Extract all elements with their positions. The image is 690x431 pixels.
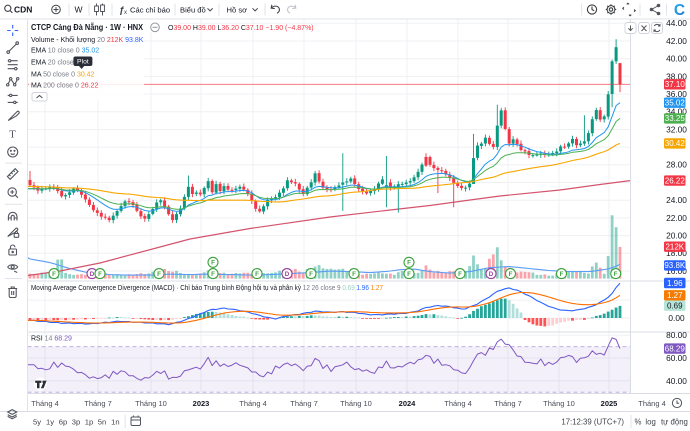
svg-text:Tháng 7: Tháng 7 — [290, 399, 318, 408]
svg-text:F: F — [560, 271, 564, 278]
svg-text:T: T — [9, 129, 16, 141]
svg-text:D: D — [90, 271, 95, 278]
svg-text:Tháng 4: Tháng 4 — [239, 399, 267, 408]
svg-text:O39.00 H39.00 L36.20 C37.10 −1: O39.00 H39.00 L36.20 C37.10 −1.90 (−4.87… — [168, 25, 314, 32]
svg-text:F: F — [458, 271, 462, 278]
svg-text:40.00: 40.00 — [666, 376, 687, 386]
svg-text:60.00: 60.00 — [666, 353, 687, 363]
svg-text:22.00: 22.00 — [666, 213, 687, 223]
svg-text:1y: 1y — [46, 418, 54, 427]
svg-text:2024: 2024 — [399, 399, 417, 408]
svg-text:F: F — [407, 271, 411, 278]
svg-text:0.69: 0.69 — [667, 302, 683, 311]
svg-text:MA 200 close 0 26.22: MA 200 close 0 26.22 — [31, 83, 98, 90]
svg-text:RSI 14 68.29: RSI 14 68.29 — [31, 336, 72, 343]
svg-text:28.00: 28.00 — [666, 160, 687, 170]
svg-text:3p: 3p — [72, 418, 80, 427]
svg-text:2025: 2025 — [601, 399, 618, 408]
svg-text:%: % — [635, 418, 642, 427]
svg-text:30.42: 30.42 — [665, 139, 686, 148]
svg-text:Biểu đồ: Biểu đồ — [180, 5, 206, 14]
svg-text:D: D — [285, 271, 290, 278]
svg-text:40.00: 40.00 — [666, 54, 687, 64]
svg-text:1p: 1p — [85, 418, 93, 427]
svg-text:MA 50 close 0 30.42: MA 50 close 0 30.42 — [31, 71, 95, 78]
svg-text:Plot: Plot — [77, 58, 89, 65]
svg-text:Tháng 7: Tháng 7 — [84, 399, 112, 408]
svg-text:80.00: 80.00 — [666, 330, 687, 340]
svg-text:Tháng 4: Tháng 4 — [444, 399, 472, 408]
svg-text:F: F — [211, 260, 215, 267]
svg-text:0.00: 0.00 — [668, 313, 685, 323]
svg-text:D: D — [489, 271, 494, 278]
svg-text:5y: 5y — [33, 418, 41, 427]
svg-text:42.00: 42.00 — [666, 36, 687, 46]
svg-text:Các chỉ báo: Các chỉ báo — [130, 5, 170, 14]
svg-text:Tháng 4: Tháng 4 — [31, 399, 59, 408]
svg-text:F: F — [352, 271, 356, 278]
svg-text:C: C — [674, 2, 685, 19]
svg-text:38.00: 38.00 — [666, 71, 687, 81]
svg-text:Tháng 10: Tháng 10 — [135, 399, 167, 408]
svg-text:Hồ sơ: Hồ sơ — [227, 5, 248, 14]
svg-text:Moving Average Convergence Div: Moving Average Convergence Divergence (M… — [31, 284, 383, 292]
svg-text:20.00: 20.00 — [666, 231, 687, 241]
svg-text:F: F — [255, 271, 259, 278]
svg-text:F: F — [52, 271, 56, 278]
svg-text:EMA 10 close 0 35.02: EMA 10 close 0 35.02 — [31, 48, 99, 55]
svg-text:35.02: 35.02 — [665, 99, 686, 108]
svg-text:16.00: 16.00 — [666, 266, 687, 276]
svg-text:93.8K: 93.8K — [664, 261, 686, 270]
svg-text:CTCP Cảng Đà Nẵng · 1W · HNX: CTCP Cảng Đà Nẵng · 1W · HNX — [31, 21, 143, 32]
svg-text:F: F — [309, 271, 313, 278]
svg-text:212K: 212K — [665, 243, 684, 252]
svg-text:18.00: 18.00 — [666, 248, 687, 258]
svg-text:44.00: 44.00 — [666, 18, 687, 28]
svg-text:ƒ: ƒ — [119, 5, 125, 16]
svg-text:37.10: 37.10 — [665, 80, 686, 89]
svg-text:34.00: 34.00 — [666, 107, 687, 117]
svg-text:F: F — [98, 271, 102, 278]
svg-text:Tháng 10: Tháng 10 — [543, 399, 575, 408]
svg-text:tự động: tự động — [661, 418, 688, 427]
svg-text:1n: 1n — [111, 418, 119, 427]
svg-text:5n: 5n — [98, 418, 106, 427]
svg-text:F: F — [614, 271, 618, 278]
svg-text:F: F — [211, 271, 215, 278]
svg-text:Tháng 10: Tháng 10 — [340, 399, 372, 408]
svg-text:F: F — [157, 271, 161, 278]
svg-text:17:12:39 (UTC+7): 17:12:39 (UTC+7) — [561, 418, 624, 427]
svg-text:W: W — [74, 5, 82, 15]
svg-text:1.27: 1.27 — [667, 291, 683, 300]
svg-text:6p: 6p — [59, 418, 67, 427]
svg-text:32.00: 32.00 — [666, 124, 687, 134]
svg-text:36.00: 36.00 — [666, 89, 687, 99]
svg-text:F: F — [509, 271, 513, 278]
svg-text:CDN: CDN — [14, 5, 32, 15]
svg-text:26.22: 26.22 — [665, 176, 686, 185]
svg-text:Tháng 7: Tháng 7 — [494, 399, 522, 408]
svg-text:Volume - Khối lượng 20 212K 93: Volume - Khối lượng 20 212K 93.8K — [31, 35, 144, 44]
svg-text:Tháng 4: Tháng 4 — [638, 399, 666, 408]
svg-text:x: x — [124, 10, 127, 16]
svg-text:24.00: 24.00 — [666, 195, 687, 205]
svg-text:F: F — [407, 260, 411, 267]
svg-text:log: log — [645, 418, 655, 427]
svg-text:68.29: 68.29 — [665, 344, 686, 353]
svg-text:33.25: 33.25 — [665, 114, 686, 123]
svg-text:2023: 2023 — [193, 399, 210, 408]
svg-text:1.96: 1.96 — [667, 279, 683, 288]
svg-text:EMA 20 close: EMA 20 close — [31, 59, 74, 66]
